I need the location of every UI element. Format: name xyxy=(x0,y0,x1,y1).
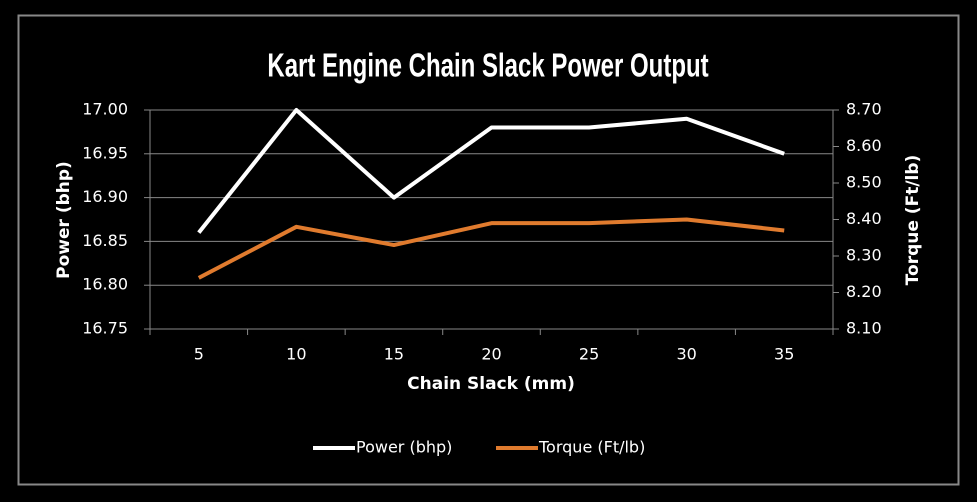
x-tick-label: 25 xyxy=(579,345,599,364)
y-axis-title: Power (bhp) xyxy=(54,161,74,279)
y-tick-label: 16.90 xyxy=(82,187,128,206)
y-tick-label: 17.00 xyxy=(82,100,128,119)
y2-tick-label: 8.10 xyxy=(846,319,882,338)
y2-tick-label: 8.50 xyxy=(846,173,882,192)
x-tick-label: 5 xyxy=(194,345,204,364)
y-tick-label: 16.75 xyxy=(82,319,128,338)
y2-axis-title: Torque (Ft/lb) xyxy=(903,155,923,286)
y2-tick-label: 8.30 xyxy=(846,246,882,265)
y-tick-label: 16.80 xyxy=(82,275,128,294)
x-tick-label: 10 xyxy=(286,345,306,364)
x-tick-label: 15 xyxy=(384,345,404,364)
y2-tick-label: 8.60 xyxy=(846,136,882,155)
x-axis-title: Chain Slack (mm) xyxy=(407,374,575,394)
y2-tick-label: 8.20 xyxy=(846,282,882,301)
y-tick-label: 16.85 xyxy=(82,231,128,250)
y2-tick-label: 8.40 xyxy=(846,209,882,228)
legend-label: Torque (Ft/lb) xyxy=(538,438,645,457)
y2-tick-label: 8.70 xyxy=(846,100,882,119)
series-line xyxy=(197,108,785,234)
x-tick-label: 20 xyxy=(481,345,501,364)
chart-title: Kart Engine Chain Slack Power Output xyxy=(267,48,709,85)
x-tick-label: 35 xyxy=(774,345,794,364)
chart-border xyxy=(17,14,960,486)
x-tick-label: 30 xyxy=(676,345,696,364)
y-tick-label: 16.95 xyxy=(82,143,128,162)
series-line xyxy=(197,217,785,280)
legend-label: Power (bhp) xyxy=(356,438,452,457)
